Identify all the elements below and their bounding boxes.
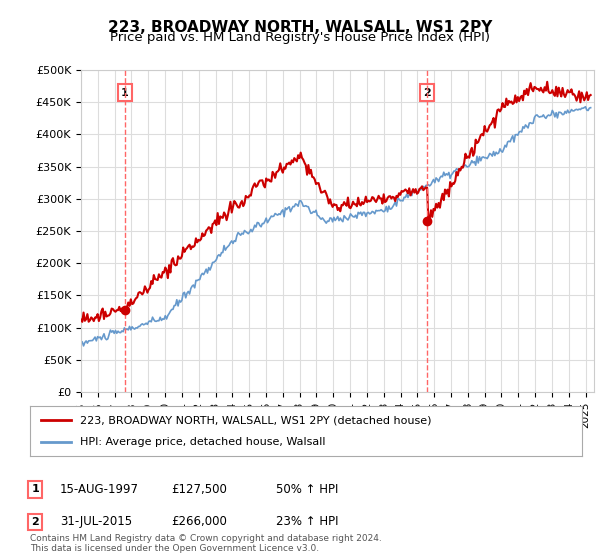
Text: 1: 1: [31, 484, 39, 494]
Text: 1: 1: [121, 87, 129, 97]
Text: £266,000: £266,000: [171, 515, 227, 529]
Text: 50% ↑ HPI: 50% ↑ HPI: [276, 483, 338, 496]
Text: £127,500: £127,500: [171, 483, 227, 496]
Text: 223, BROADWAY NORTH, WALSALL, WS1 2PY (detached house): 223, BROADWAY NORTH, WALSALL, WS1 2PY (d…: [80, 415, 431, 425]
Text: 223, BROADWAY NORTH, WALSALL, WS1 2PY: 223, BROADWAY NORTH, WALSALL, WS1 2PY: [108, 20, 492, 35]
Text: Contains HM Land Registry data © Crown copyright and database right 2024.
This d: Contains HM Land Registry data © Crown c…: [30, 534, 382, 553]
Text: 15-AUG-1997: 15-AUG-1997: [60, 483, 139, 496]
Text: 31-JUL-2015: 31-JUL-2015: [60, 515, 132, 529]
Text: 2: 2: [423, 87, 431, 97]
Text: Price paid vs. HM Land Registry's House Price Index (HPI): Price paid vs. HM Land Registry's House …: [110, 31, 490, 44]
Text: HPI: Average price, detached house, Walsall: HPI: Average price, detached house, Wals…: [80, 437, 325, 447]
Text: 23% ↑ HPI: 23% ↑ HPI: [276, 515, 338, 529]
Text: 2: 2: [31, 517, 39, 527]
